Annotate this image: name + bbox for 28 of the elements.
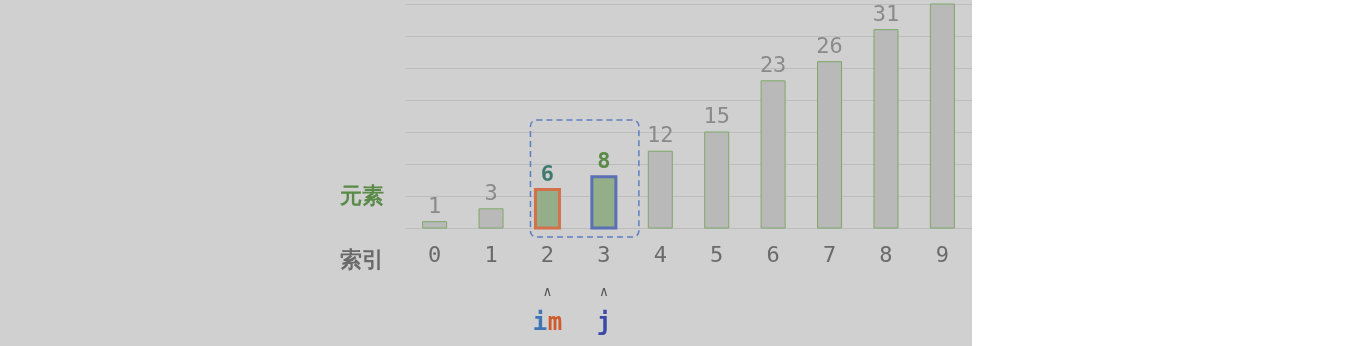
x-tick-label: 0 xyxy=(427,241,442,267)
bar xyxy=(590,175,618,230)
x-tick-label: 5 xyxy=(710,241,724,267)
x-tick-label: 7 xyxy=(822,241,837,267)
x-tick-label: 8 xyxy=(879,241,893,267)
data-label: 8 xyxy=(597,147,611,173)
data-label: 26 xyxy=(816,32,843,58)
x-tick-label: 3 xyxy=(597,241,611,267)
x-axis-title: 索引 xyxy=(340,247,384,272)
x-tick-label: 2 xyxy=(540,241,555,267)
text: i xyxy=(532,308,548,336)
bar xyxy=(533,188,561,230)
data-label: 23 xyxy=(759,51,787,77)
data-label: 15 xyxy=(703,103,730,128)
text: ∧ xyxy=(543,283,552,299)
data-label: 3 xyxy=(484,179,498,205)
x-tick-label: 4 xyxy=(653,241,667,267)
x-tick-label: 6 xyxy=(766,241,780,267)
data-label: 6 xyxy=(540,160,555,186)
y-axis-title: 元素 xyxy=(339,183,384,208)
text: ∧ xyxy=(599,283,609,299)
data-label: 12 xyxy=(647,122,674,148)
data-label: 1 xyxy=(427,192,442,218)
x-tick-label: 1 xyxy=(484,241,498,267)
text: j xyxy=(596,308,612,336)
data-label: 31 xyxy=(872,0,900,26)
x-tick-label: 9 xyxy=(935,241,950,267)
text: m xyxy=(547,308,563,336)
